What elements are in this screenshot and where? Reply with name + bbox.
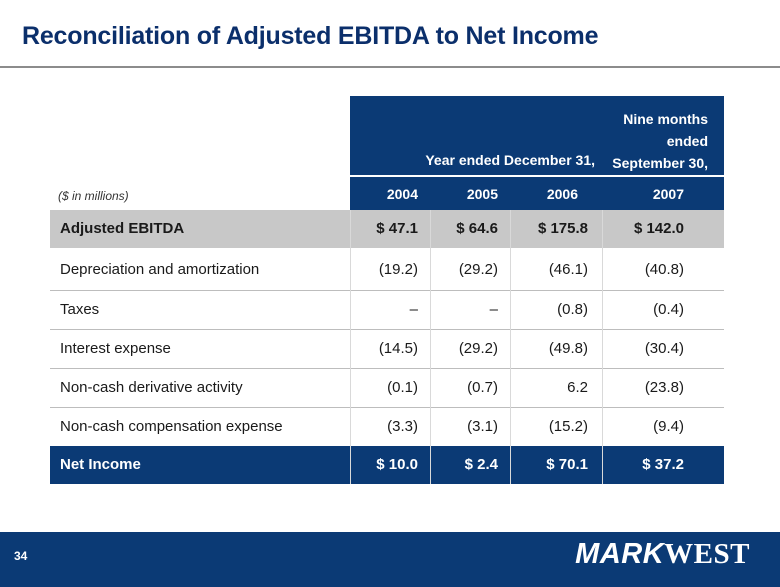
page-number: 34 bbox=[14, 549, 28, 563]
row-divider bbox=[50, 407, 724, 408]
header-nine-months: Nine months ended September 30, bbox=[604, 108, 708, 174]
cell-2005: – bbox=[489, 301, 498, 318]
cell-2007: (30.4) bbox=[644, 340, 684, 357]
column-divider bbox=[350, 210, 351, 484]
cell-2004: $ 47.1 bbox=[376, 220, 418, 237]
cell-2006: (46.1) bbox=[548, 261, 588, 278]
cell-2004: $ 10.0 bbox=[376, 456, 418, 473]
cell-2007: (9.4) bbox=[653, 418, 684, 435]
row-label: Net Income bbox=[60, 456, 141, 473]
title-divider bbox=[0, 66, 780, 68]
cell-2007: (40.8) bbox=[644, 261, 684, 278]
table-row-compensation: Non-cash compensation expense (3.3) (3.1… bbox=[50, 408, 724, 446]
column-divider bbox=[510, 210, 511, 484]
year-header-2005: 2005 bbox=[466, 186, 498, 202]
cell-2005: (0.7) bbox=[467, 379, 498, 396]
cell-2005: $ 2.4 bbox=[464, 456, 498, 473]
cell-2006: (0.8) bbox=[557, 301, 588, 318]
cell-2006: (15.2) bbox=[548, 418, 588, 435]
table-row-interest: Interest expense (14.5) (29.2) (49.8) (3… bbox=[50, 330, 724, 368]
cell-2004: (0.1) bbox=[387, 379, 418, 396]
row-label: Depreciation and amortization bbox=[60, 261, 260, 278]
cell-2007: (23.8) bbox=[644, 379, 684, 396]
cell-2006: 6.2 bbox=[567, 379, 588, 396]
cell-2005: $ 64.6 bbox=[456, 220, 498, 237]
row-divider bbox=[50, 368, 724, 369]
header-nine-line-3: September 30, bbox=[612, 155, 708, 171]
units-label: ($ in millions) bbox=[58, 189, 129, 203]
table-row-net-income: Net Income $ 10.0 $ 2.4 $ 70.1 $ 37.2 bbox=[50, 446, 724, 484]
cell-2005: (3.1) bbox=[467, 418, 498, 435]
cell-2007: $ 37.2 bbox=[642, 456, 684, 473]
header-nine-line-1: Nine months bbox=[623, 111, 708, 127]
cell-2004: (14.5) bbox=[378, 340, 418, 357]
row-label: Non-cash compensation expense bbox=[60, 418, 283, 435]
cell-2006: $ 175.8 bbox=[537, 220, 588, 237]
year-header-2004: 2004 bbox=[386, 186, 418, 202]
table-row-depreciation: Depreciation and amortization (19.2) (29… bbox=[50, 251, 724, 289]
cell-2007: (0.4) bbox=[653, 301, 684, 318]
table-row-adjusted-ebitda: Adjusted EBITDA $ 47.1 $ 64.6 $ 175.8 $ … bbox=[50, 210, 724, 248]
markwest-logo: MARKWEST bbox=[575, 538, 750, 571]
cell-2004: – bbox=[409, 301, 418, 318]
cell-2007: $ 142.0 bbox=[633, 220, 684, 237]
year-header-2006: 2006 bbox=[546, 186, 578, 202]
year-header-2007: 2007 bbox=[652, 186, 684, 202]
cell-2005: (29.2) bbox=[458, 340, 498, 357]
cell-2006: $ 70.1 bbox=[546, 456, 588, 473]
logo-mark-text: MARK bbox=[575, 538, 665, 570]
slide-title: Reconciliation of Adjusted EBITDA to Net… bbox=[22, 22, 599, 50]
row-divider bbox=[50, 329, 724, 330]
row-label: Adjusted EBITDA bbox=[60, 220, 185, 237]
cell-2004: (3.3) bbox=[387, 418, 418, 435]
logo-west-text: WEST bbox=[664, 538, 750, 570]
cell-2004: (19.2) bbox=[378, 261, 418, 278]
table-header-band bbox=[350, 96, 724, 210]
cell-2006: (49.8) bbox=[548, 340, 588, 357]
table-row-derivative: Non-cash derivative activity (0.1) (0.7)… bbox=[50, 369, 724, 407]
table-row-taxes: Taxes – – (0.8) (0.4) bbox=[50, 291, 724, 329]
header-divider bbox=[350, 175, 724, 177]
row-label: Interest expense bbox=[60, 340, 171, 357]
cell-2005: (29.2) bbox=[458, 261, 498, 278]
footer-bar: 34 MARKWEST bbox=[0, 532, 780, 587]
row-label: Non-cash derivative activity bbox=[60, 379, 243, 396]
header-nine-line-2: ended bbox=[666, 133, 708, 149]
header-year-ended: Year ended December 31, bbox=[425, 152, 595, 168]
column-divider bbox=[602, 210, 603, 484]
column-divider bbox=[430, 210, 431, 484]
row-label: Taxes bbox=[60, 301, 100, 318]
row-divider bbox=[50, 290, 724, 291]
